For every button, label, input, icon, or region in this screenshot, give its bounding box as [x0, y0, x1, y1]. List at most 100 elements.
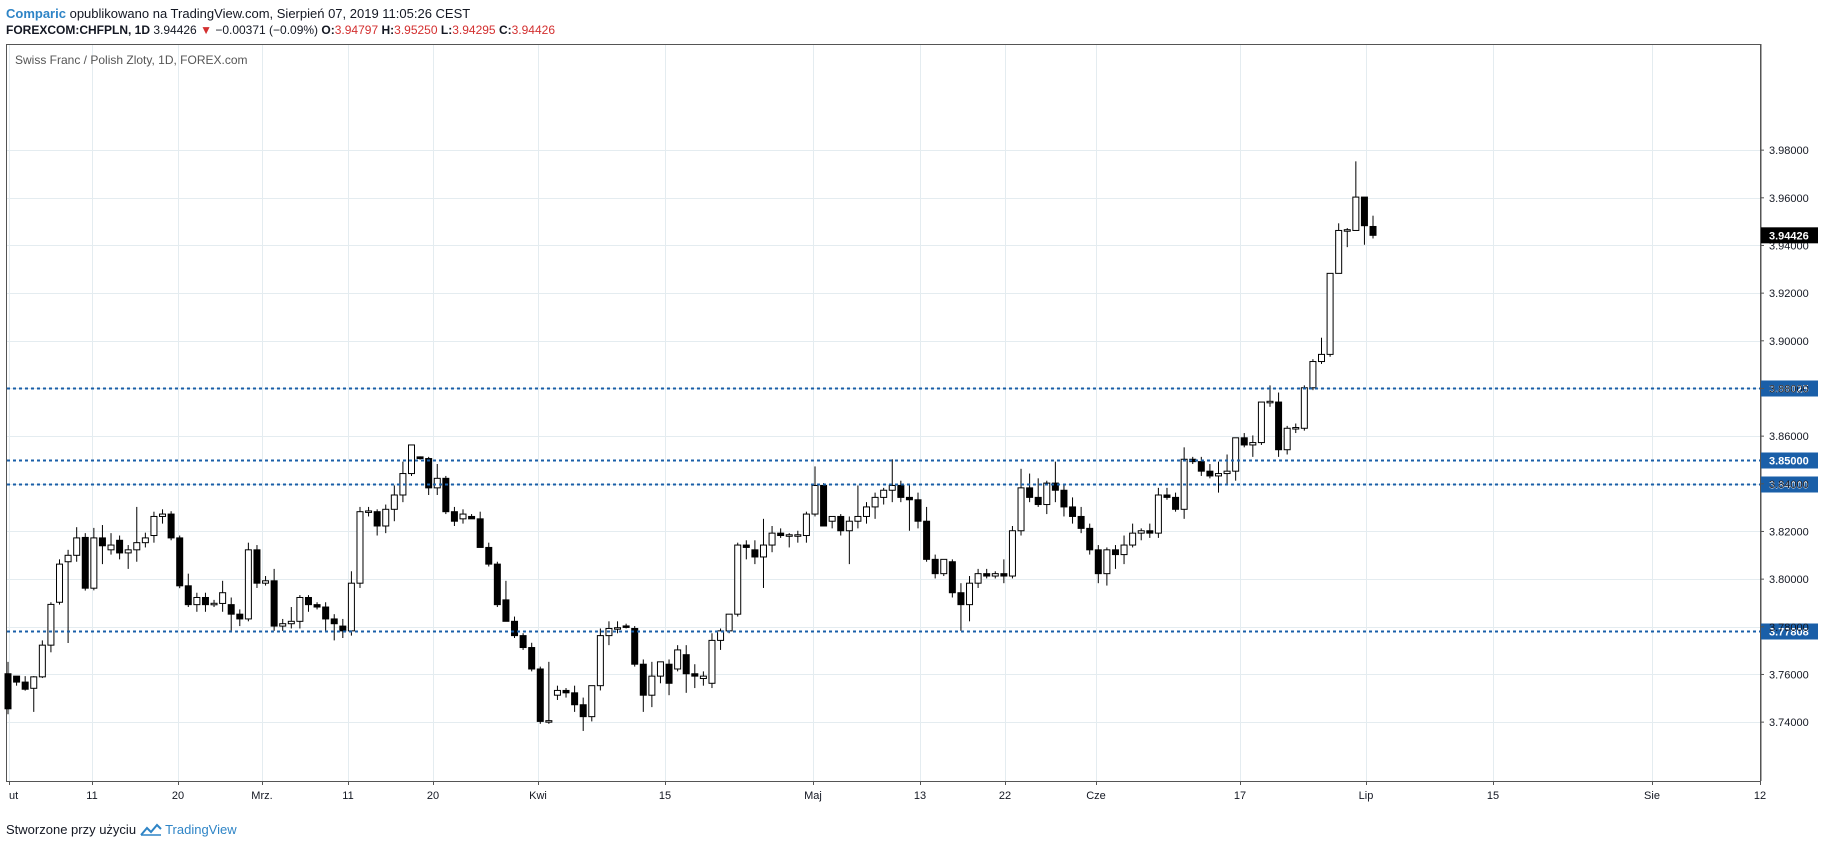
candle: [1283, 425, 1291, 455]
low-label: L:: [440, 23, 453, 37]
candle: [253, 545, 261, 588]
time-tick-label: Maj: [804, 790, 822, 802]
price-tick-label: 3.74000: [1769, 717, 1809, 729]
candle-body-up: [1266, 400, 1274, 404]
time-tick-label: Sie: [1644, 790, 1660, 802]
candle-body-down: [914, 499, 922, 522]
candle-body-up: [648, 675, 656, 696]
candle-body-down: [236, 613, 244, 620]
candle: [210, 599, 218, 608]
candle: [416, 456, 424, 460]
candle-body-down: [742, 544, 750, 548]
candle: [184, 573, 192, 608]
candle: [1292, 423, 1300, 434]
candle-body-down: [639, 663, 647, 696]
candle: [699, 671, 707, 686]
candle-body-up: [1103, 549, 1111, 575]
candle: [167, 511, 175, 541]
candle: [1214, 461, 1222, 493]
candle: [940, 558, 948, 577]
candle: [176, 535, 184, 589]
candle: [759, 518, 767, 588]
close-label: C:: [498, 23, 512, 37]
candle: [98, 525, 106, 565]
candle: [1275, 392, 1283, 457]
time-tick-label: 11: [86, 790, 97, 802]
candle: [751, 540, 759, 565]
level-price-label: 3.84000: [1769, 480, 1809, 492]
candle-body-up: [802, 513, 810, 537]
candle-body-down: [923, 520, 931, 560]
candle-body-up: [1352, 196, 1360, 231]
candle-body-down: [1275, 401, 1283, 451]
price-axis[interactable]: 3.98000 3.96000 3.94000 3.92000 3.90000 3.880…: [1760, 145, 1818, 729]
candle-body-up: [880, 489, 888, 498]
candle: [802, 511, 810, 543]
candle: [682, 645, 690, 693]
candle-body-up: [347, 582, 355, 632]
candle-body-down: [631, 627, 639, 665]
candle: [1326, 272, 1334, 357]
candle-body-up: [1292, 427, 1300, 430]
candle-body-up: [1043, 482, 1051, 506]
high-value: 3.95250: [394, 23, 438, 37]
candle: [1077, 506, 1085, 534]
candle-body-down: [313, 604, 321, 608]
candle: [974, 568, 982, 588]
open-value: 3.94797: [334, 23, 379, 37]
candle-body-down: [1197, 461, 1205, 472]
candle: [124, 545, 132, 569]
horizontal-levels[interactable]: 3.88025 3.85000 3.84000 3.77808: [7, 380, 1818, 640]
candle: [545, 661, 553, 724]
candle-body-down: [502, 599, 510, 622]
candle: [1206, 464, 1214, 479]
candle: [425, 456, 433, 496]
candle-body-down: [897, 484, 905, 498]
candle: [279, 618, 287, 631]
candle-body-down: [4, 673, 12, 710]
candle: [1146, 523, 1154, 538]
candle: [888, 459, 896, 503]
candle: [1111, 545, 1119, 569]
candle-body-down: [931, 558, 939, 575]
candle-body-up: [47, 603, 55, 646]
tradingview-logo-icon: [139, 823, 162, 840]
candle-body-down: [1240, 437, 1248, 446]
time-tick-label: Kwi: [529, 790, 547, 802]
candle-body-down: [682, 654, 690, 675]
candle: [116, 535, 124, 560]
candle: [828, 515, 836, 529]
candle-body-up: [1318, 353, 1326, 363]
candle: [511, 616, 519, 639]
candle-body-down: [1146, 530, 1154, 534]
candle: [605, 621, 613, 646]
candle-body-down: [493, 563, 501, 606]
candle: [528, 642, 536, 672]
candle: [1309, 359, 1317, 391]
candle-body-up: [656, 661, 664, 677]
candle: [631, 626, 639, 667]
candle-body-down: [1206, 470, 1214, 477]
candle: [622, 623, 630, 629]
level-price-label: 3.88025: [1769, 384, 1809, 396]
candle-body-down: [373, 511, 381, 527]
author-link[interactable]: Comparic: [6, 6, 66, 21]
candle-body-down: [820, 484, 828, 527]
candle-body-down: [511, 620, 519, 637]
time-tick-label: ut: [9, 790, 18, 802]
time-axis[interactable]: ut 11 20 Mrz. 11 20 Kwi 15 Maj 13 22 Cze 17 Lip 15 Sie 1…: [9, 781, 1766, 802]
candle: [330, 614, 338, 641]
candle-body-up: [717, 630, 725, 641]
candle-body-up: [759, 544, 767, 558]
made-with-text: Stworzone przy użyciu: [6, 822, 137, 837]
candle: [382, 504, 390, 534]
time-tick-label: 11: [342, 790, 353, 802]
candle: [107, 533, 115, 555]
candle-body-up: [734, 544, 742, 615]
candle-body-up: [287, 620, 295, 625]
candle-body-up: [150, 515, 158, 537]
candle-body-down: [579, 704, 587, 718]
candle-body-up: [1232, 437, 1240, 472]
tradingview-link[interactable]: TradingView: [165, 822, 237, 837]
